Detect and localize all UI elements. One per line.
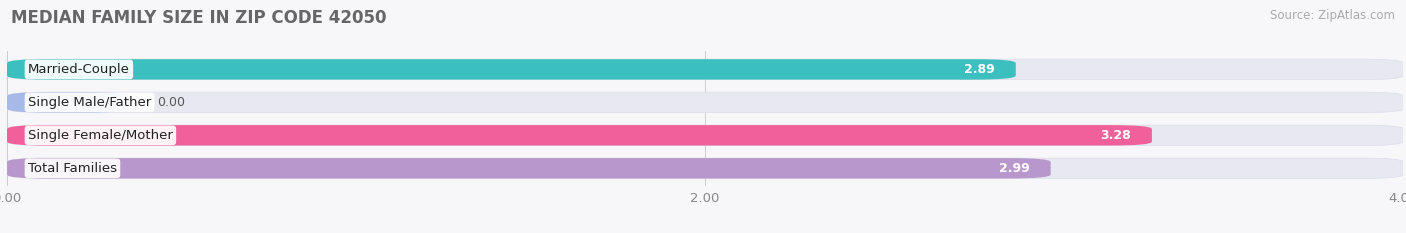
FancyBboxPatch shape — [7, 59, 1015, 80]
FancyBboxPatch shape — [7, 59, 1403, 80]
FancyBboxPatch shape — [7, 125, 1152, 146]
Text: 0.00: 0.00 — [157, 96, 186, 109]
FancyBboxPatch shape — [7, 92, 1403, 113]
Text: 3.28: 3.28 — [1099, 129, 1130, 142]
Text: Total Families: Total Families — [28, 162, 117, 175]
Text: Married-Couple: Married-Couple — [28, 63, 129, 76]
FancyBboxPatch shape — [7, 92, 129, 113]
Text: MEDIAN FAMILY SIZE IN ZIP CODE 42050: MEDIAN FAMILY SIZE IN ZIP CODE 42050 — [11, 9, 387, 27]
Text: 2.89: 2.89 — [965, 63, 995, 76]
Text: Single Male/Father: Single Male/Father — [28, 96, 152, 109]
FancyBboxPatch shape — [7, 125, 1403, 146]
FancyBboxPatch shape — [7, 158, 1050, 178]
Text: 2.99: 2.99 — [1000, 162, 1029, 175]
FancyBboxPatch shape — [7, 158, 1403, 178]
Text: Source: ZipAtlas.com: Source: ZipAtlas.com — [1270, 9, 1395, 22]
Text: Single Female/Mother: Single Female/Mother — [28, 129, 173, 142]
